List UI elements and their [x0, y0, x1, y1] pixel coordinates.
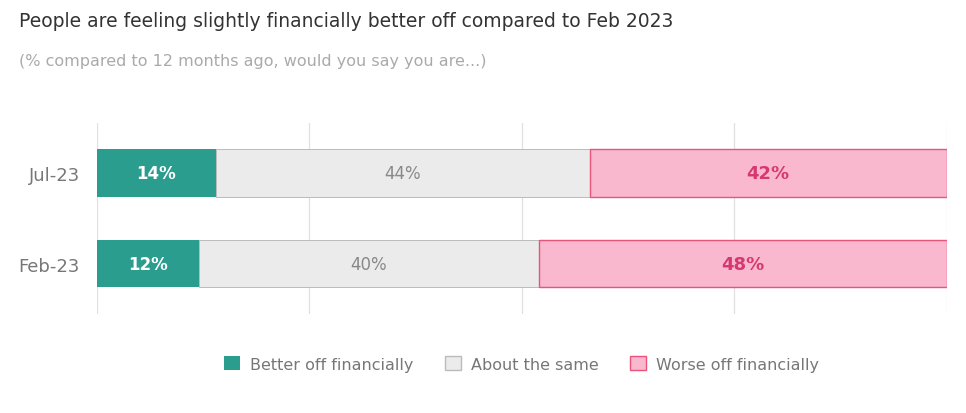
Bar	[589, 150, 947, 197]
Text: 12%: 12%	[128, 255, 167, 273]
Text: 14%: 14%	[136, 165, 176, 183]
Legend: Better off financially, About the same, Worse off financially: Better off financially, About the same, …	[218, 350, 825, 378]
Bar	[97, 150, 215, 197]
Bar	[539, 241, 947, 287]
Text: (% compared to 12 months ago, would you say you are...): (% compared to 12 months ago, would you …	[19, 54, 487, 69]
Text: 48%: 48%	[721, 255, 764, 273]
Bar	[97, 241, 199, 287]
Bar	[199, 241, 539, 287]
Text: People are feeling slightly financially better off compared to Feb 2023: People are feeling slightly financially …	[19, 12, 673, 31]
Text: 40%: 40%	[351, 255, 387, 273]
Bar	[215, 150, 589, 197]
Text: 44%: 44%	[384, 165, 421, 183]
Text: 42%: 42%	[747, 165, 790, 183]
